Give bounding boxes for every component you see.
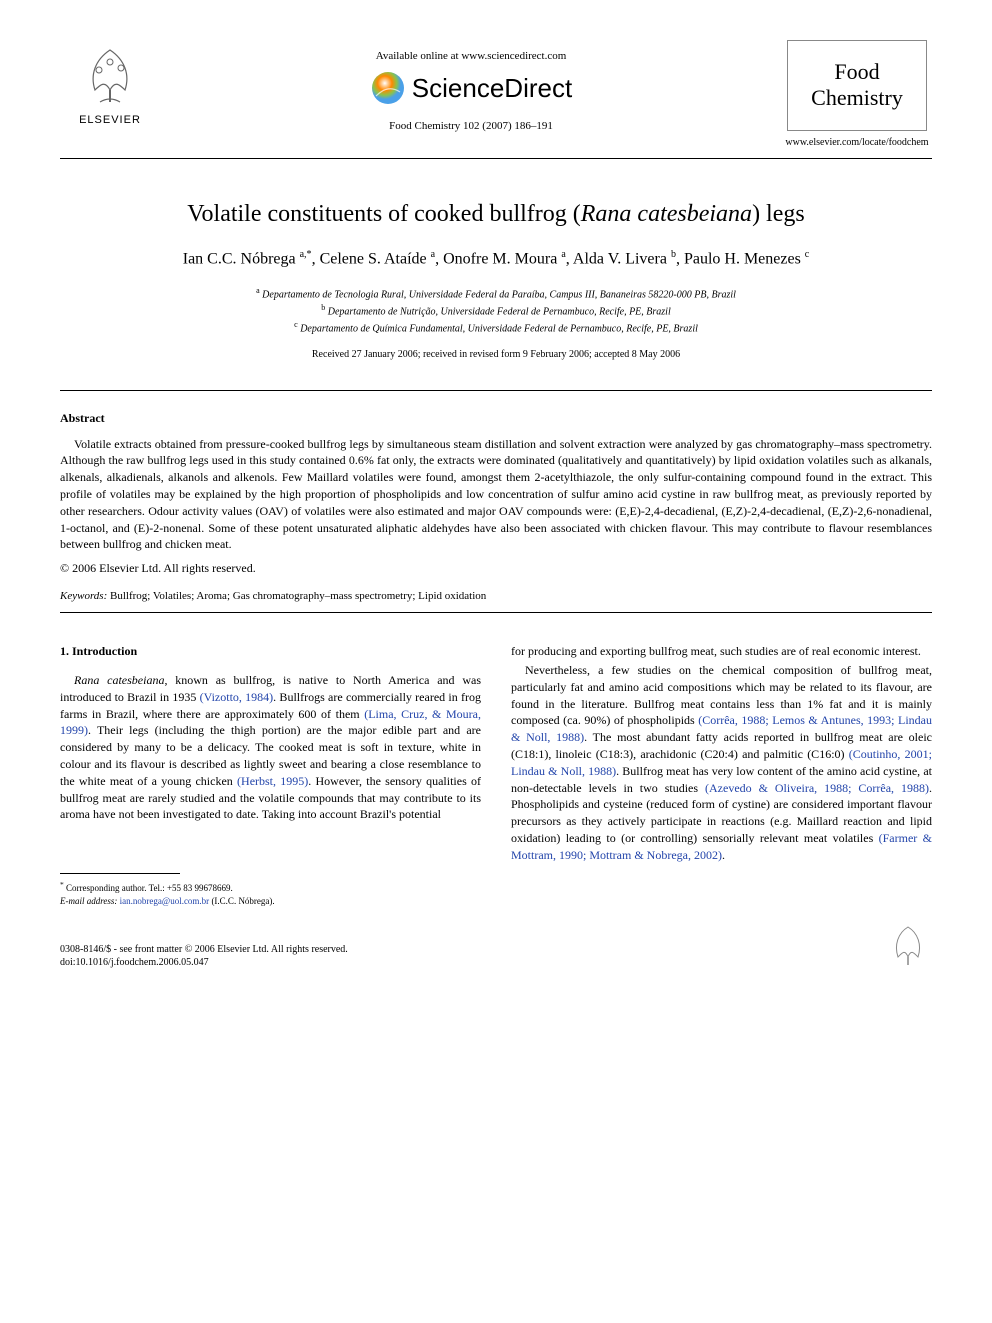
footnote-block: * Corresponding author. Tel.: +55 83 996…: [60, 880, 481, 907]
email-line: E-mail address: ian.nobrega@uol.com.br (…: [60, 895, 481, 908]
title-species: Rana catesbeiana: [581, 201, 752, 227]
abstract-copyright: © 2006 Elsevier Ltd. All rights reserved…: [60, 561, 932, 576]
footer-doi: doi:10.1016/j.foodchem.2006.05.047: [60, 956, 348, 969]
keywords-text: Bullfrog; Volatiles; Aroma; Gas chromato…: [107, 590, 486, 602]
sciencedirect-icon: [370, 70, 406, 106]
journal-url[interactable]: www.elsevier.com/locate/foodchem: [785, 137, 928, 148]
introduction-heading: 1. Introduction: [60, 643, 481, 660]
elsevier-tree-icon: [75, 40, 145, 110]
elsevier-label: ELSEVIER: [79, 114, 141, 126]
email-address[interactable]: ian.nobrega@uol.com.br: [120, 896, 210, 906]
footer-elsevier-icon: [884, 921, 932, 969]
column-right: for producing and exporting bullfrog mea…: [511, 643, 932, 907]
email-label: E-mail address:: [60, 896, 117, 906]
journal-title-box: Food Chemistry: [787, 40, 927, 131]
body-columns: 1. Introduction Rana catesbeiana, known …: [60, 643, 932, 907]
footer-text: 0308-8146/$ - see front matter © 2006 El…: [60, 943, 348, 969]
title-pre: Volatile constituents of cooked bullfrog…: [187, 201, 580, 227]
affiliations: a Departamento de Tecnologia Rural, Univ…: [60, 285, 932, 337]
intro-para-1: Rana catesbeiana, known as bullfrog, is …: [60, 672, 481, 823]
corresponding-author: * Corresponding author. Tel.: +55 83 996…: [60, 880, 481, 895]
available-online-line: Available online at www.sciencedirect.co…: [160, 50, 782, 62]
citation-line: Food Chemistry 102 (2007) 186–191: [160, 120, 782, 132]
abstract-top-rule: [60, 390, 932, 391]
page-footer: 0308-8146/$ - see front matter © 2006 El…: [60, 921, 932, 969]
journal-block: Food Chemistry www.elsevier.com/locate/f…: [782, 40, 932, 148]
elsevier-logo-block: ELSEVIER: [60, 40, 160, 126]
title-post: ) legs: [752, 201, 805, 227]
keywords-line: Keywords: Bullfrog; Volatiles; Aroma; Ga…: [60, 590, 932, 602]
article-title: Volatile constituents of cooked bullfrog…: [60, 199, 932, 230]
sciencedirect-text: ScienceDirect: [412, 73, 572, 104]
header-center: Available online at www.sciencedirect.co…: [160, 40, 782, 132]
corresponding-text: Corresponding author. Tel.: +55 83 99678…: [66, 883, 233, 893]
page-header: ELSEVIER Available online at www.science…: [60, 40, 932, 148]
email-attribution: (I.C.C. Nóbrega).: [211, 896, 274, 906]
column-left: 1. Introduction Rana catesbeiana, known …: [60, 643, 481, 907]
journal-name-2: Chemistry: [794, 85, 920, 111]
abstract-bottom-rule: [60, 612, 932, 613]
header-divider: [60, 158, 932, 159]
article-dates: Received 27 January 2006; received in re…: [60, 349, 932, 360]
keywords-label: Keywords:: [60, 590, 107, 602]
abstract-body: Volatile extracts obtained from pressure…: [60, 436, 932, 554]
footer-line-1: 0308-8146/$ - see front matter © 2006 El…: [60, 943, 348, 956]
intro-para-1-cont: for producing and exporting bullfrog mea…: [511, 643, 932, 660]
sciencedirect-logo[interactable]: ScienceDirect: [160, 70, 782, 106]
footnote-rule: [60, 873, 180, 874]
intro-para-2: Nevertheless, a few studies on the chemi…: [511, 662, 932, 864]
authors-line: Ian C.C. Nóbrega a,*, Celene S. Ataíde a…: [60, 248, 932, 271]
abstract-heading: Abstract: [60, 411, 932, 426]
journal-name-1: Food: [794, 59, 920, 85]
